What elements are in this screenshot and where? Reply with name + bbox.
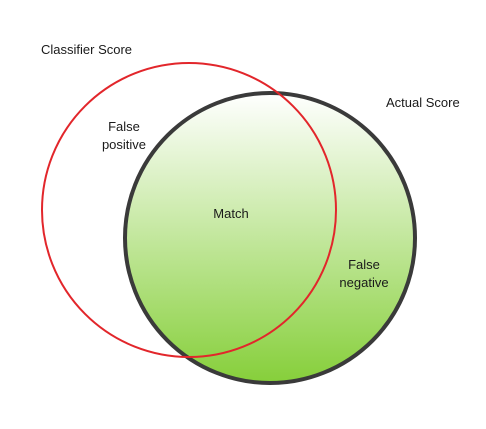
- false-positive-label: False positive: [92, 118, 156, 154]
- actual-score-circle: [123, 91, 417, 385]
- false-positive-line1: False: [108, 119, 140, 134]
- false-positive-line2: positive: [101, 137, 147, 152]
- classifier-score-label: Classifier Score: [41, 42, 133, 57]
- false-negative-label: False negative: [325, 256, 403, 292]
- classifier-score-circle: [41, 62, 337, 358]
- match-label: Match: [213, 206, 249, 221]
- false-negative-line2: negative: [339, 275, 389, 290]
- false-negative-line1: False: [348, 257, 380, 272]
- actual-score-label: Actual Score: [386, 95, 460, 110]
